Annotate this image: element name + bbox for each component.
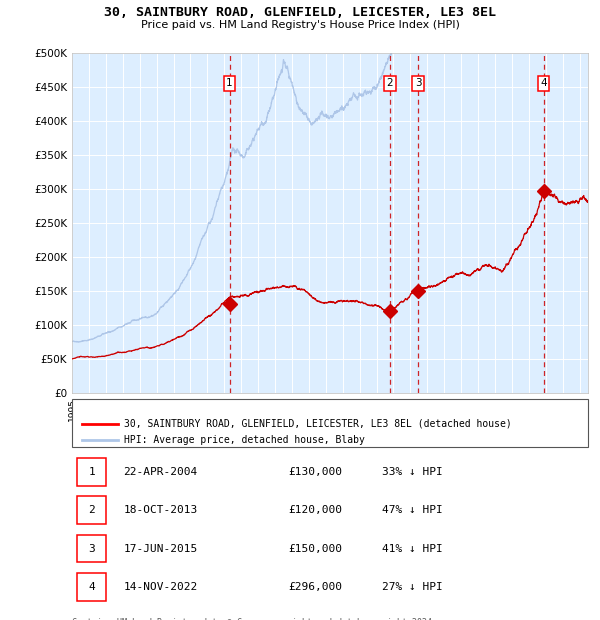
Text: 17-JUN-2015: 17-JUN-2015 [124,544,198,554]
Text: £150,000: £150,000 [289,544,343,554]
Text: 27% ↓ HPI: 27% ↓ HPI [382,582,442,592]
Text: £296,000: £296,000 [289,582,343,592]
Text: 14-NOV-2022: 14-NOV-2022 [124,582,198,592]
Text: 3: 3 [88,544,95,554]
Text: Price paid vs. HM Land Registry's House Price Index (HPI): Price paid vs. HM Land Registry's House … [140,20,460,30]
Text: 2: 2 [387,78,394,88]
Text: HPI: Average price, detached house, Blaby: HPI: Average price, detached house, Blab… [124,435,364,445]
Text: 47% ↓ HPI: 47% ↓ HPI [382,505,442,515]
Text: 33% ↓ HPI: 33% ↓ HPI [382,467,442,477]
Text: 41% ↓ HPI: 41% ↓ HPI [382,544,442,554]
Text: £130,000: £130,000 [289,467,343,477]
Text: 30, SAINTBURY ROAD, GLENFIELD, LEICESTER, LE3 8EL (detached house): 30, SAINTBURY ROAD, GLENFIELD, LEICESTER… [124,419,511,429]
Text: 1: 1 [88,467,95,477]
Text: 22-APR-2004: 22-APR-2004 [124,467,198,477]
Text: 18-OCT-2013: 18-OCT-2013 [124,505,198,515]
Text: 2: 2 [88,505,95,515]
Text: 1: 1 [226,78,233,88]
Text: 30, SAINTBURY ROAD, GLENFIELD, LEICESTER, LE3 8EL: 30, SAINTBURY ROAD, GLENFIELD, LEICESTER… [104,6,496,19]
Text: 4: 4 [88,582,95,592]
Text: 3: 3 [415,78,421,88]
Text: 4: 4 [540,78,547,88]
Text: £120,000: £120,000 [289,505,343,515]
Text: Contains HM Land Registry data © Crown copyright and database right 2024.: Contains HM Land Registry data © Crown c… [72,618,437,620]
